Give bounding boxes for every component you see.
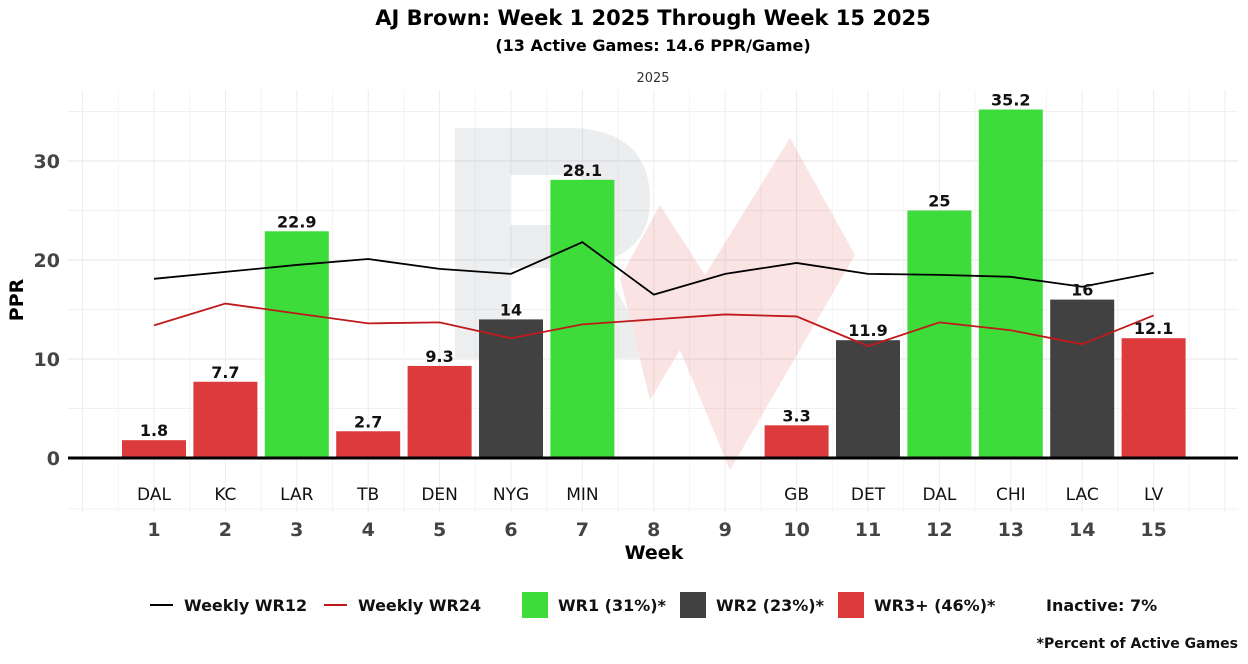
facet-label: 2025 <box>636 71 669 86</box>
y-axis-label: PPR <box>6 278 28 321</box>
x-tick-label: 6 <box>504 519 517 541</box>
bar-week-5 <box>407 365 472 458</box>
opponent-label-week-12: DAL <box>922 485 956 505</box>
y-tick-labels: 0 10 20 30 <box>34 151 60 470</box>
chart-subtitle: (13 Active Games: 14.6 PPR/Game) <box>495 36 810 55</box>
bar-week-4 <box>336 431 401 458</box>
bar-label-week-7: 28.1 <box>563 161 602 180</box>
x-tick-label: 9 <box>719 519 732 541</box>
opponent-label-week-14: LAC <box>1066 485 1099 505</box>
x-tick-label: 11 <box>855 519 881 541</box>
bar-label-week-1: 1.8 <box>140 421 168 440</box>
trend-lines <box>153 241 1154 348</box>
opponent-label-week-4: TB <box>356 485 379 505</box>
legend: Weekly WR12 Weekly WR24 WR1 (31%)* WR2 (… <box>150 592 1157 618</box>
bar-week-2 <box>193 381 258 458</box>
x-tick-label: 2 <box>219 519 232 541</box>
legend-label-wr12: Weekly WR12 <box>184 596 307 615</box>
bars <box>122 109 1186 459</box>
x-tick-label: 15 <box>1140 519 1166 541</box>
x-tick-label: 1 <box>147 519 160 541</box>
bar-week-1 <box>122 440 186 458</box>
line-weekly-wr24 <box>153 302 1154 348</box>
x-tick-label: 5 <box>433 519 446 541</box>
bar-week-14 <box>1050 299 1115 458</box>
bar-week-7 <box>550 179 615 458</box>
bar-label-week-10: 3.3 <box>782 406 810 425</box>
bar-label-week-6: 14 <box>500 300 522 319</box>
opponent-label-week-10: GB <box>784 485 809 505</box>
bar-week-10 <box>764 425 829 458</box>
bar-week-15 <box>1121 338 1186 458</box>
bar-week-12 <box>907 210 972 458</box>
bar-label-week-13: 35.2 <box>991 91 1030 110</box>
legend-label-wr24: Weekly WR24 <box>358 596 481 615</box>
opponent-label-week-3: LAR <box>280 485 313 505</box>
legend-swatch-wr1 <box>522 592 548 618</box>
bar-label-week-12: 25 <box>928 192 950 211</box>
opponent-label-week-15: LV <box>1144 485 1164 505</box>
opponent-label-week-2: KC <box>214 485 236 505</box>
x-tick-labels: 1 2 3 4 5 6 7 8 9 10 11 12 13 14 15 <box>147 519 1166 541</box>
bar-week-13 <box>978 109 1043 459</box>
legend-swatch-wr3 <box>838 592 864 618</box>
bar-week-6 <box>479 319 543 458</box>
x-tick-label: 12 <box>926 519 952 541</box>
x-axis-label: Week <box>625 542 684 564</box>
opponent-labels: DAL KC LAR TB DEN NYG MIN GB DET DAL CHI LAC LV <box>137 485 1164 505</box>
y-tick-label: 20 <box>34 250 60 272</box>
x-tick-label: 4 <box>362 519 375 541</box>
watermark-letter-w <box>620 138 855 470</box>
y-tick-label: 0 <box>47 448 60 470</box>
x-tick-label: 8 <box>647 519 660 541</box>
x-tick-label: 13 <box>998 519 1024 541</box>
bar-label-week-11: 11.9 <box>848 321 887 340</box>
legend-inactive: Inactive: 7% <box>1046 596 1157 615</box>
legend-swatch-wr2 <box>680 592 706 618</box>
bar-labels: 1.8 7.7 22.9 2.7 9.3 14 28.1 3.3 11.9 25 35.2 16 12.… <box>140 91 1174 441</box>
bar-week-11 <box>836 340 900 458</box>
bar-label-week-4: 2.7 <box>354 412 382 431</box>
opponent-label-week-6: NYG <box>493 485 529 505</box>
legend-label-wr2: WR2 (23%)* <box>716 596 825 615</box>
x-tick-label: 14 <box>1069 519 1095 541</box>
y-tick-label: 10 <box>34 349 60 371</box>
legend-label-wr3: WR3+ (46%)* <box>874 596 996 615</box>
bar-label-week-15: 12.1 <box>1134 319 1173 338</box>
x-tick-label: 7 <box>576 519 589 541</box>
footnote: *Percent of Active Games <box>1037 636 1238 652</box>
bar-label-week-14: 16 <box>1071 281 1093 300</box>
opponent-label-week-11: DET <box>851 485 886 505</box>
legend-label-wr1: WR1 (31%)* <box>558 596 667 615</box>
bar-week-3 <box>264 231 329 458</box>
line-weekly-wr12 <box>153 241 1154 296</box>
opponent-label-week-5: DEN <box>421 485 458 505</box>
y-tick-label: 30 <box>34 151 60 173</box>
chart-title: AJ Brown: Week 1 2025 Through Week 15 20… <box>375 6 931 30</box>
bar-label-week-2: 7.7 <box>211 363 239 382</box>
opponent-label-week-1: DAL <box>137 485 171 505</box>
opponent-label-week-13: CHI <box>996 485 1026 505</box>
bar-label-week-5: 9.3 <box>425 347 453 366</box>
x-tick-label: 10 <box>783 519 809 541</box>
opponent-label-week-7: MIN <box>566 485 598 505</box>
bar-label-week-3: 22.9 <box>277 212 316 231</box>
x-tick-label: 3 <box>290 519 303 541</box>
